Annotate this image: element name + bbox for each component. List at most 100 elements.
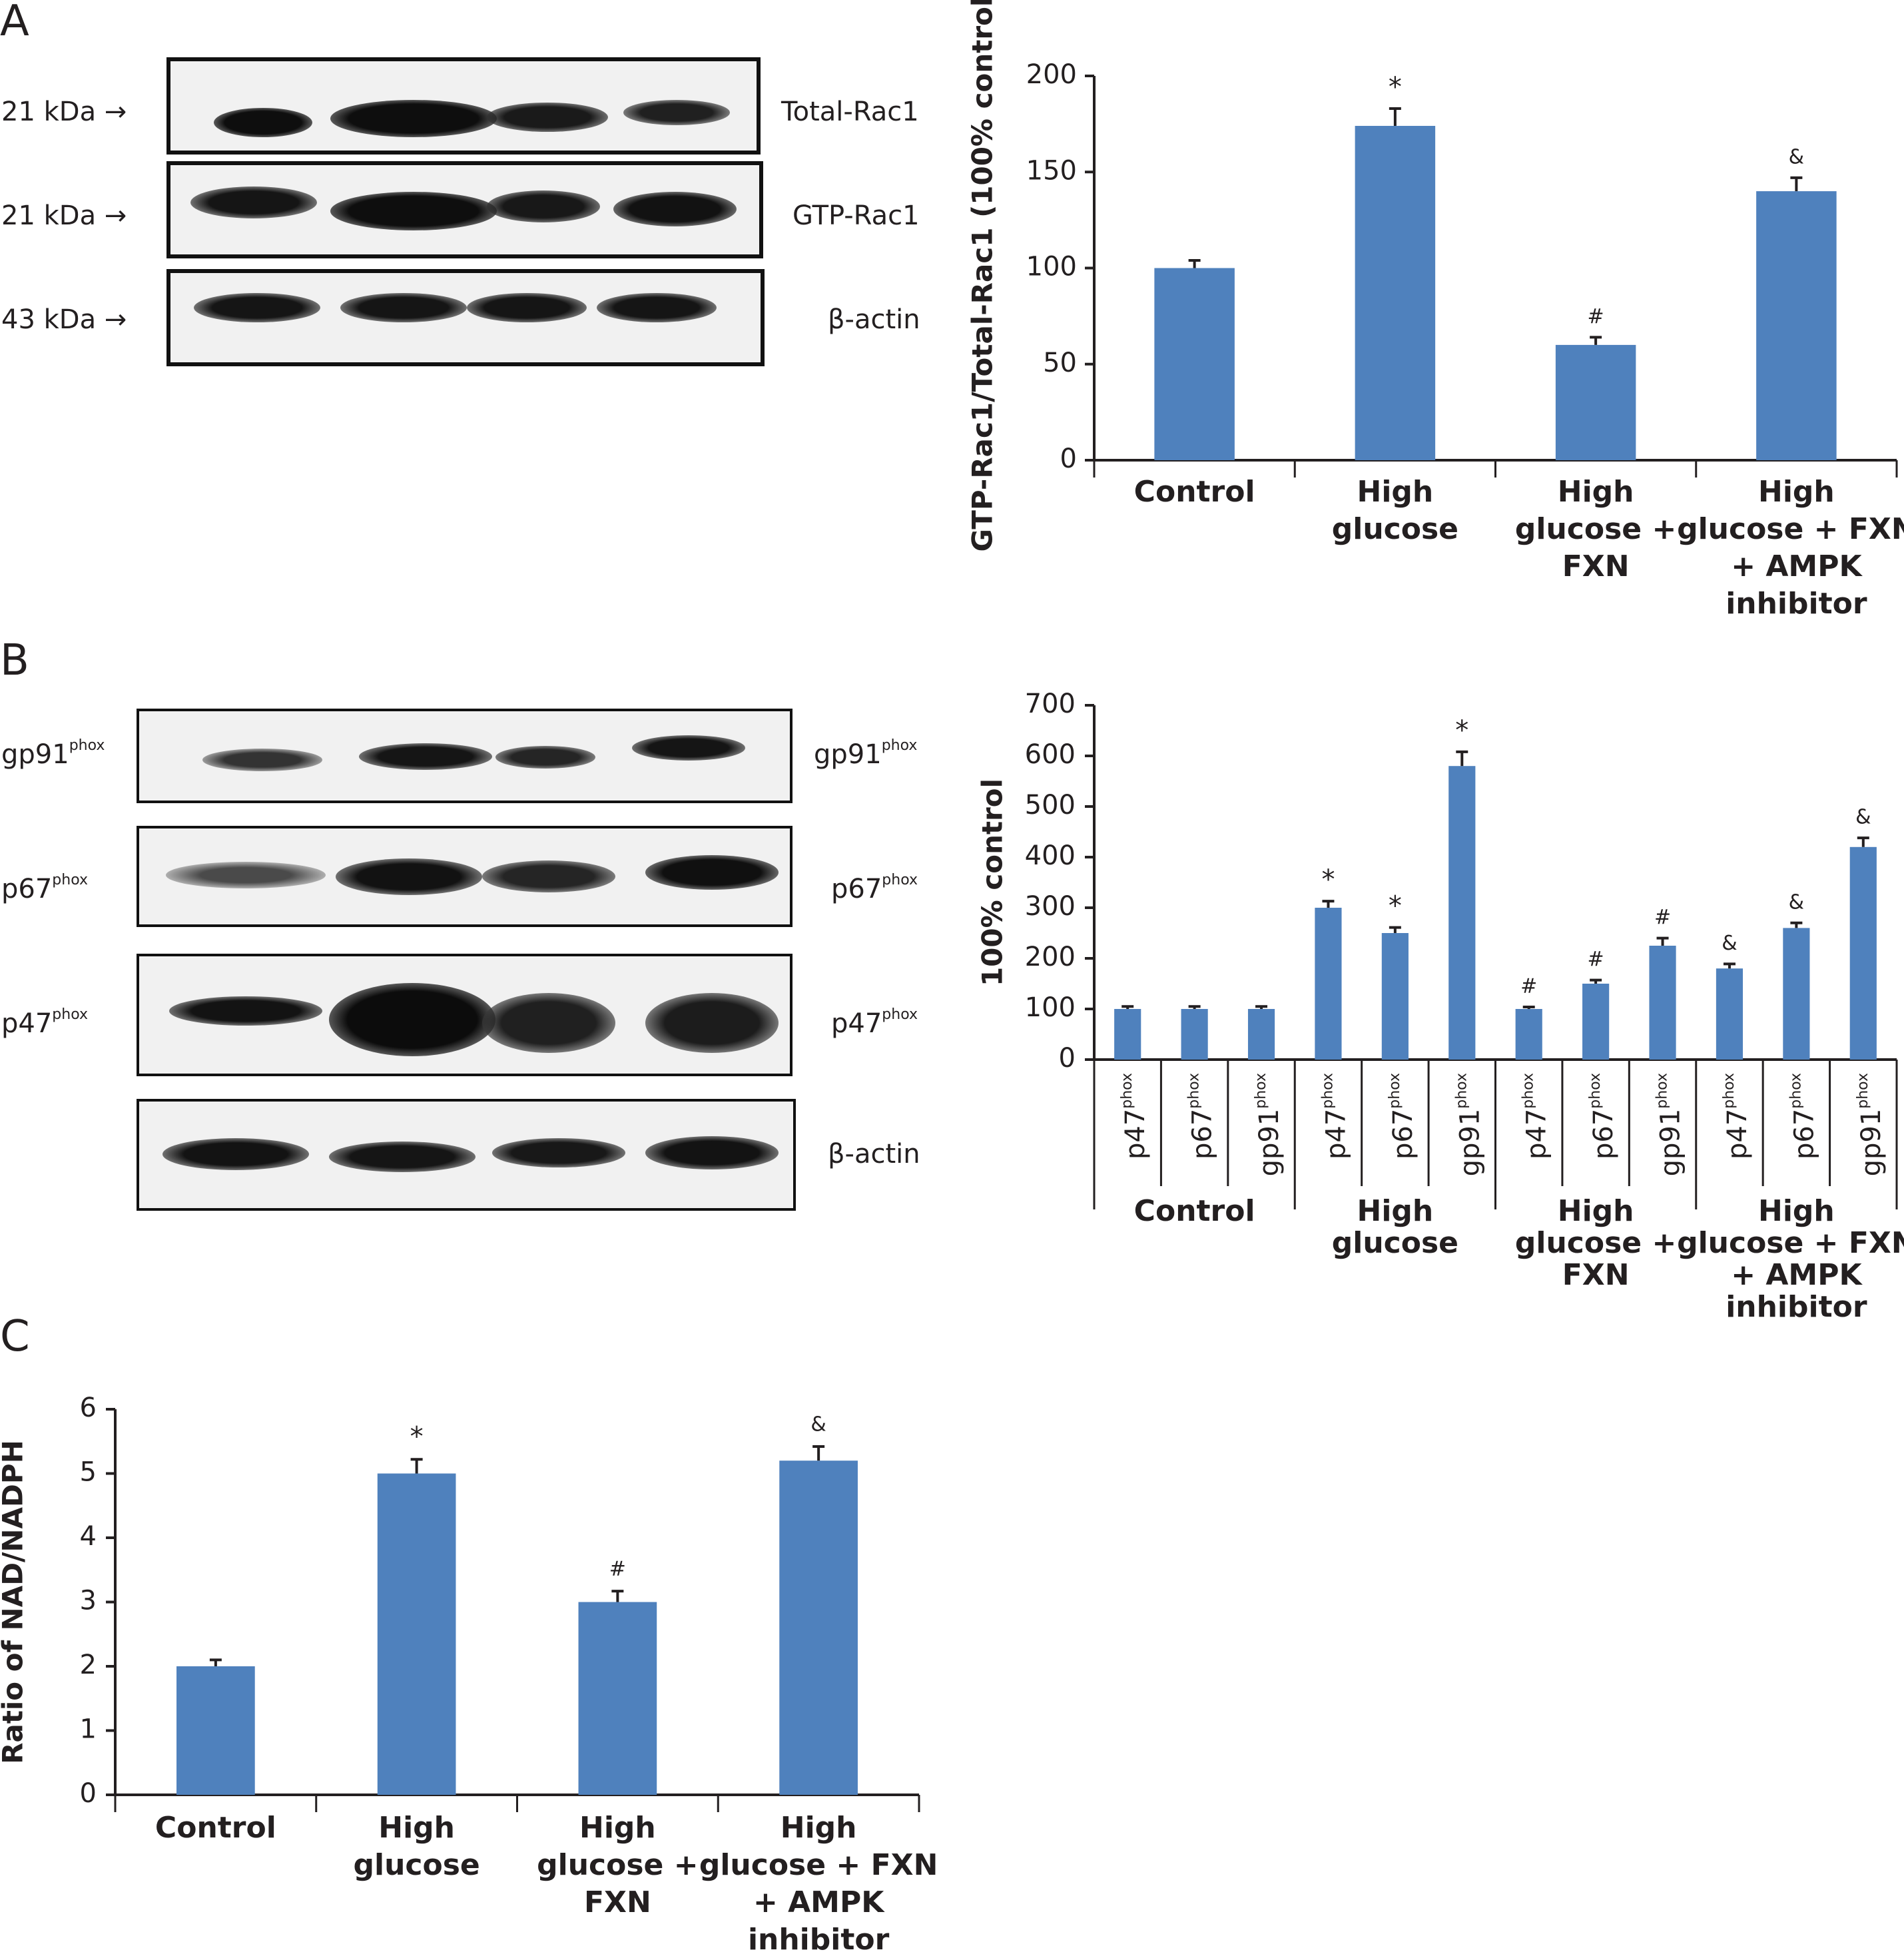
chart-b-bar (1582, 984, 1610, 1060)
chart-c-category-label: FXN (584, 1885, 651, 1919)
chart-a-bar (1355, 126, 1436, 460)
chart-a-ytick-label: 200 (1026, 59, 1077, 90)
chart-b-ytick-label: 100 (1025, 992, 1076, 1023)
chart-a-bar (1756, 191, 1837, 460)
blot-b-strip-p47 (137, 954, 793, 1076)
chart-b-bar (1849, 846, 1877, 1060)
blot-b-right-label-4: β-actin (828, 1139, 920, 1169)
chart-c-ytick-label: 2 (80, 1650, 97, 1680)
chart-c-ytick-label: 5 (80, 1457, 97, 1488)
chart-a-significance-mark: & (1789, 145, 1804, 168)
blot-b-right-label-2: p67phox (831, 872, 918, 904)
blot-a-strip-gtp-rac1 (166, 161, 763, 258)
chart-a-category-label: FXN (1562, 549, 1630, 583)
chart-b-sub-category-sup: phox (1587, 1073, 1604, 1109)
chart-c-ytick-label: 0 (80, 1778, 97, 1809)
chart-b-significance-mark: & (1722, 932, 1737, 955)
chart-b-ytick-label: 0 (1059, 1043, 1076, 1074)
chart-b-significance-mark: # (1588, 948, 1604, 971)
chart-b-significance-mark: & (1855, 806, 1871, 829)
chart-b-sub-category-sup: phox (1119, 1073, 1135, 1109)
chart-b-sub-category-sup: phox (1319, 1073, 1336, 1109)
chart-a-category-label: Control (1134, 475, 1255, 509)
blot-a-marker-1: 21 kDa → (1, 97, 127, 127)
chart-b-sub-category-base: p67 (1187, 1109, 1218, 1159)
chart-b-sub-category-sup: phox (1721, 1073, 1738, 1109)
blot-b-strip-beta-actin (137, 1099, 796, 1211)
chart-c-category-label: + AMPK (753, 1885, 885, 1919)
chart-a-category-label: glucose (1332, 512, 1458, 546)
chart-b-sub-category-label: p67phox (1186, 1073, 1218, 1159)
chart-b-group-label: FXN (1562, 1258, 1630, 1292)
chart-b-group-label: glucose + (1515, 1226, 1676, 1260)
chart-a-ytick-label: 0 (1060, 444, 1077, 474)
blot-b-left-label-2: p67phox (1, 872, 89, 904)
chart-b-sub-category-sup: phox (1654, 1073, 1671, 1109)
chart-b-group-label: High (1758, 1194, 1835, 1228)
chart-a-ytick-label: 100 (1026, 252, 1077, 282)
chart-a-category-label: inhibitor (1726, 587, 1867, 621)
blot-a-label-3: β-actin (828, 304, 920, 335)
chart-b-sub-category-label: p47phox (1119, 1073, 1151, 1159)
chart-b-sub-category-base: gp91 (1454, 1109, 1485, 1177)
chart-a-bar (1154, 268, 1235, 460)
chart-b-bar (1783, 928, 1810, 1060)
chart-b-sub-category-label: p67phox (1787, 1073, 1819, 1159)
blot-a-label-2: GTP-Rac1 (793, 200, 920, 231)
blot-a-marker-3: 43 kDa → (1, 304, 127, 335)
chart-b-group-label: High (1357, 1194, 1434, 1228)
chart-b-sub-category-sup: phox (1253, 1073, 1269, 1109)
chart-c-significance-mark: * (410, 1421, 424, 1452)
chart-b-significance-mark: * (1321, 864, 1335, 895)
chart-b-sub-category-label: gp91phox (1654, 1073, 1686, 1176)
chart-b-ytick-label: 300 (1025, 891, 1076, 922)
chart-b-group-label: glucose (1332, 1226, 1458, 1260)
chart-a-ytick-label: 150 (1026, 155, 1077, 186)
chart-b-bar (1315, 908, 1342, 1060)
chart-b-bar (1181, 1009, 1208, 1060)
chart-b-sub-category-base: p47 (1120, 1109, 1151, 1159)
panel-label-a: A (0, 0, 29, 46)
chart-b-sub-category-base: gp91 (1856, 1109, 1887, 1177)
chart-b-sub-category-label: p47phox (1721, 1073, 1753, 1159)
chart-a-significance-mark: * (1389, 72, 1402, 103)
chart-c-significance-mark: # (609, 1558, 626, 1581)
chart-b-y-axis-label: 100% control (976, 779, 1009, 986)
chart-b-bar (1448, 766, 1476, 1060)
chart-c-ytick-label: 1 (80, 1714, 97, 1745)
blot-a-strip-beta-actin (166, 269, 765, 366)
chart-c-category-label: High (378, 1811, 455, 1845)
chart-b-ytick-label: 200 (1025, 942, 1076, 972)
chart-b-sub-category-sup: phox (1520, 1073, 1537, 1109)
chart-b-sub-category-label: p67phox (1387, 1073, 1419, 1159)
blot-b-right-label-1: gp91phox (814, 737, 918, 770)
chart-c-ytick-label: 4 (80, 1521, 97, 1552)
chart-b-ytick-label: 600 (1025, 739, 1076, 770)
blot-a-strip-total-rac1 (166, 57, 761, 155)
chart-b-bar (1649, 946, 1676, 1060)
chart-b-bar (1247, 1009, 1275, 1060)
chart-b-group-label: Control (1134, 1194, 1255, 1228)
chart-b-sub-category-label: p67phox (1587, 1073, 1619, 1159)
chart-b-ytick-label: 500 (1025, 790, 1076, 820)
chart-b-ytick-label: 700 (1025, 689, 1076, 719)
blot-b-strip-gp91 (137, 709, 793, 803)
chart-c-significance-mark: & (810, 1413, 826, 1436)
chart-a-bar (1555, 344, 1636, 460)
chart-b-sub-category-sup: phox (1186, 1073, 1203, 1109)
chart-b-bar (1381, 933, 1409, 1060)
chart-c-category-label: High (579, 1811, 656, 1845)
blot-b-strip-p67 (137, 826, 793, 927)
chart-c-ytick-label: 6 (80, 1393, 97, 1423)
chart-b-sub-category-label: p47phox (1319, 1073, 1351, 1159)
chart-c-category-label: glucose + FXN (699, 1848, 938, 1882)
chart-b-significance-mark: # (1654, 906, 1671, 929)
chart-a-y-axis-label: GTP-Rac1/Total-Rac1 (100% control) (966, 0, 999, 552)
chart-c-category-label: High (781, 1811, 857, 1845)
chart-b-bar (1716, 968, 1744, 1060)
chart-c-category-label: Control (155, 1811, 276, 1845)
chart-b-sub-category-sup: phox (1787, 1073, 1804, 1109)
chart-c-y-axis-label: Ratio of NAD/NADPH (0, 1440, 29, 1764)
chart-c-category-label: inhibitor (748, 1923, 890, 1952)
